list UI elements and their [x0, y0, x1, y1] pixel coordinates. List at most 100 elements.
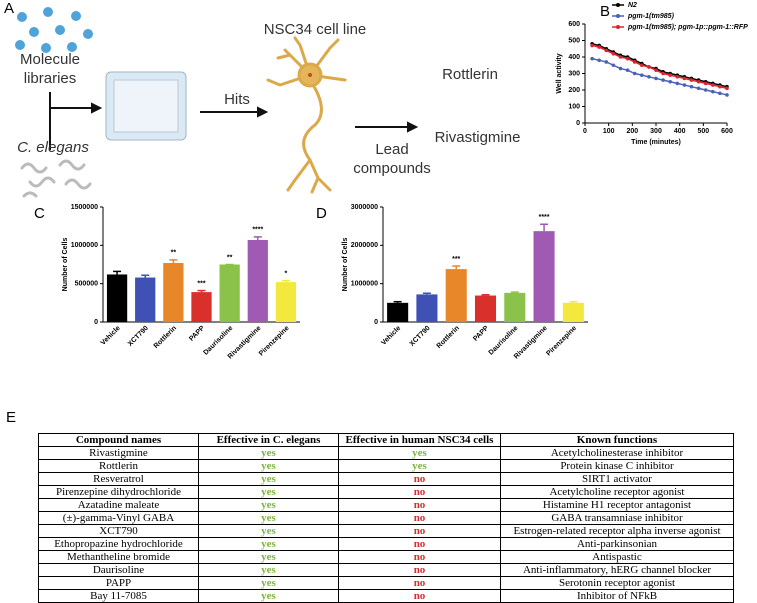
table-cell: Anti-inflammatory, hERG channel blocker [500, 563, 734, 577]
bar [219, 264, 240, 322]
answer-cell: yes [198, 589, 339, 603]
data-point [682, 83, 687, 87]
answer-cell: no [338, 511, 501, 525]
y-axis-title: Number of Cells [62, 238, 69, 292]
chart: 0 500000 1000000 1500000 Number of Cells Vehi… [62, 204, 300, 361]
dendrites [266, 36, 347, 87]
molecule-dot [29, 27, 39, 37]
data-point [711, 89, 715, 94]
answer-cell: no [338, 563, 501, 577]
y-axis-title: Number of Cells [342, 238, 349, 292]
molecule-dot [67, 42, 77, 52]
answer-cell: yes [198, 537, 339, 551]
answer-cell: yes [198, 498, 339, 512]
significance-label: ** [171, 250, 177, 257]
table-cell: SIRT1 activator [500, 472, 734, 486]
bar [416, 294, 438, 322]
x-tick-label: 400 [674, 128, 686, 135]
legend-label: pgm-1(tm985) [627, 13, 675, 20]
data-point [611, 51, 616, 56]
panel-label: C [34, 205, 45, 222]
table-body: Rivastigmine yes yes Acetylcholinesterase i… [38, 446, 734, 603]
label-organism: C. elegans [17, 139, 89, 156]
bar [562, 302, 584, 322]
y-tick-label: 1000000 [71, 242, 98, 249]
panel-a-graphics [15, 7, 93, 53]
compound-table: Compound names Effective in C. elegans Eff… [38, 433, 734, 603]
table-row: XCT790 yes no Estrogen-related receptor alp… [38, 524, 734, 538]
y-tick-label: 200 [568, 87, 580, 94]
molecule-dot [71, 11, 81, 21]
worms [20, 159, 92, 198]
table-cell: Pirenzepine dihydrochloride [38, 485, 199, 499]
data-point [647, 75, 651, 79]
data-point [661, 78, 665, 82]
x-tick-label: 600 [721, 128, 733, 135]
bar [247, 239, 268, 322]
data-point [625, 56, 630, 61]
y-tick-label: 600 [568, 21, 580, 28]
well-plate [105, 71, 187, 141]
table-row: Methantheline bromide yes no Antispastic [38, 550, 734, 564]
molecule-dot [15, 40, 25, 50]
bar [387, 302, 409, 322]
label-lead-compounds: Lead compounds [353, 141, 431, 177]
significance-label: *** [197, 280, 205, 287]
x-axis-title: Time (minutes) [631, 139, 681, 146]
panel-label: A [4, 0, 14, 17]
significance-label: **** [539, 214, 550, 221]
x-tick-label: XCT790 [409, 325, 432, 348]
legend-marker [616, 25, 620, 29]
header-cell: Effective in human NSC34 cells [338, 433, 501, 447]
data-point [718, 91, 722, 96]
answer-cell: no [338, 498, 501, 512]
panel-label: E [6, 409, 16, 426]
y-tick-label: 0 [576, 120, 580, 127]
bar [106, 274, 128, 322]
table-cell: Acetylcholinesterase inhibitor [500, 446, 734, 460]
y-tick-label: 500 [568, 37, 580, 44]
worm [58, 159, 86, 171]
table-cell: Histamine H1 receptor antagonist [500, 498, 734, 512]
answer-cell: no [338, 537, 501, 551]
data-point [625, 68, 630, 72]
table-row: Ethopropazine hydrochloride yes no Anti-par… [38, 537, 734, 551]
data-point [675, 81, 680, 86]
chart: 0 1000000 2000000 3000000 Number of Cells Veh… [342, 204, 588, 361]
table-cell: GABA transamniase inhibitor [500, 511, 734, 525]
data-point [675, 75, 680, 79]
table-row: Azatadine maleate yes no Histamine H1 recep… [38, 498, 734, 512]
data-point [654, 68, 658, 72]
header-cell: Known functions [500, 433, 734, 447]
legend-label: N2 [628, 2, 637, 9]
molecule-dot [41, 43, 51, 53]
panel-label: B [600, 3, 610, 20]
table-cell: Estrogen-related receptor alpha inverse … [500, 524, 734, 538]
data-point [647, 65, 651, 69]
answer-cell: yes [198, 563, 339, 577]
label-molecule-libraries: Molecule libraries [19, 51, 81, 87]
table-cell: Anti-parkinsonian [500, 537, 734, 551]
data-point [604, 48, 609, 53]
answer-cell: yes [338, 446, 501, 460]
data-point [632, 60, 637, 64]
table-cell: Resveratrol [38, 472, 199, 486]
neuron [266, 36, 347, 194]
y-tick-label: 500000 [75, 281, 98, 288]
x-tick-label: 0 [583, 128, 587, 135]
data-point [640, 63, 644, 68]
data-point [590, 43, 594, 48]
data-point [590, 56, 594, 61]
table-row: Rivastigmine yes yes Acetylcholinesterase i… [38, 446, 734, 460]
answer-cell: yes [338, 459, 501, 473]
data-point [696, 79, 701, 84]
table-cell: Bay 11-7085 [38, 589, 199, 603]
table-row: PAPP yes no Serotonin receptor agonist [38, 576, 734, 590]
table-cell: Inhibitor of NFkB [500, 589, 734, 603]
molecule-dot [17, 12, 27, 22]
table-row: (±)-gamma-Vinyl GABA yes no GABA transamnia… [38, 511, 734, 525]
label-compound: Rivastigmine [434, 129, 521, 146]
arrow-head [407, 121, 419, 133]
answer-cell: no [338, 589, 501, 603]
